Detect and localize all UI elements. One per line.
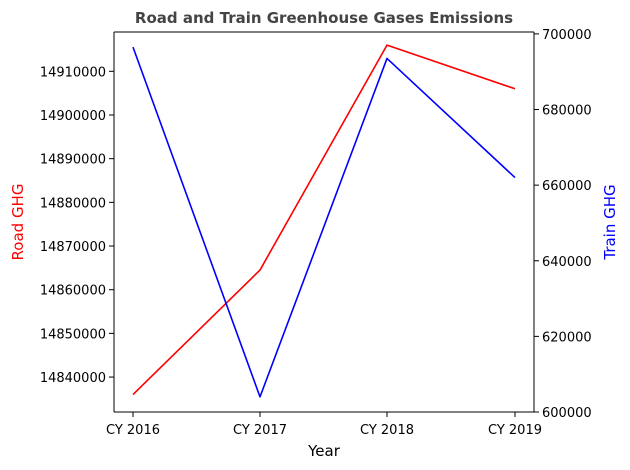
x-tick-label: CY 2016 [106,423,160,438]
left-y-tick-label: 14900000 [40,109,106,124]
right-y-tick-label: 700000 [542,28,592,43]
chart-title: Road and Train Greenhouse Gases Emission… [135,9,513,27]
x-axis-title: Year [307,442,341,460]
plot-frame [113,31,535,413]
right-axis-title: Train GHG [601,184,619,260]
right-y-axis: 600000 620000 640000 660000 680000 700000 [534,28,592,421]
x-tick-label: CY 2019 [488,423,542,438]
left-y-axis: 14840000 14850000 14860000 14870000 14880000… [40,65,114,386]
left-y-tick-label: 14880000 [40,196,106,211]
right-y-tick-label: 680000 [542,104,592,119]
left-y-tick-label: 14910000 [40,65,106,80]
train-ghg-series-line [132,46,516,398]
left-y-tick-label: 14840000 [40,371,106,386]
right-y-tick-label: 660000 [542,179,592,194]
left-y-tick-label: 14870000 [40,240,106,255]
series-group [132,44,516,398]
right-y-tick-label: 640000 [542,255,592,270]
right-y-tick-label: 600000 [542,406,592,421]
left-y-tick-label: 14890000 [40,153,106,168]
left-y-tick-label: 14850000 [40,327,106,342]
x-axis: CY 2016 CY 2017 CY 2018 CY 2019 [106,412,542,438]
left-axis-title: Road GHG [9,184,27,261]
x-tick-label: CY 2017 [233,423,287,438]
x-tick-label: CY 2018 [360,423,414,438]
left-y-tick-label: 14860000 [40,284,106,299]
road-ghg-series-line [132,44,516,396]
right-y-tick-label: 620000 [542,330,592,345]
